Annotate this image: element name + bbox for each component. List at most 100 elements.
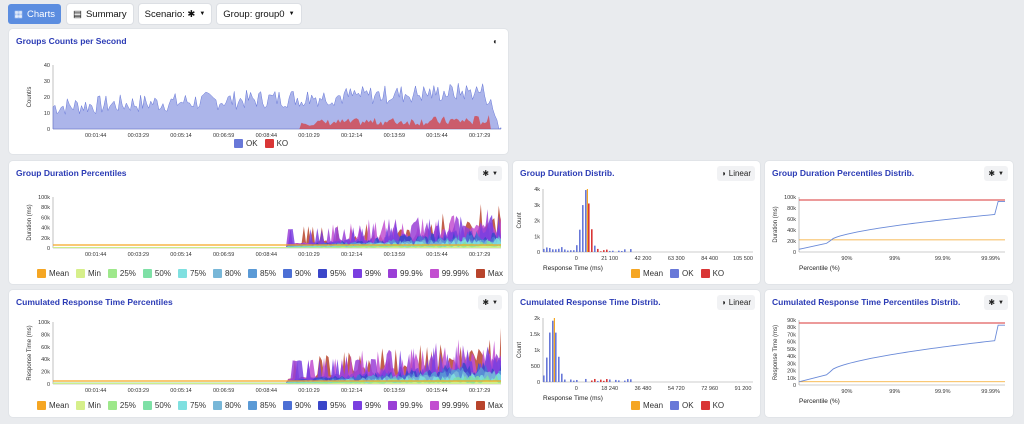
scale-toggle-button[interactable]: ◑ Linear: [716, 166, 755, 181]
y-tick-label: 60k: [787, 217, 796, 223]
legend-item[interactable]: Mean: [631, 401, 663, 410]
contrast-icon: ◐: [493, 37, 498, 46]
legend-item[interactable]: 50%: [142, 401, 171, 410]
y-tick-label: 3k: [534, 203, 540, 209]
y-tick-label: 1k: [534, 234, 540, 240]
legend-item[interactable]: 75%: [177, 269, 206, 278]
legend-item[interactable]: 99%: [353, 401, 381, 410]
percentile-filter-button[interactable]: ✱ ▼: [984, 166, 1008, 181]
histogram-bar: [585, 378, 587, 382]
histogram-bar: [567, 250, 569, 252]
legend-label: OK: [246, 139, 258, 148]
legend-item[interactable]: OK: [670, 269, 694, 278]
x-tick-label: 99.99%: [981, 389, 1000, 395]
summary-tab[interactable]: ▤ Summary: [66, 4, 133, 24]
group-select[interactable]: Group: group0 ▼: [217, 4, 301, 24]
histogram-bar: [582, 205, 584, 252]
legend-item[interactable]: Max: [475, 269, 503, 278]
legend-label: 50%: [154, 269, 171, 278]
x-tick-label: 00:06:59: [213, 252, 234, 258]
x-tick-label: 18 240: [601, 386, 618, 392]
histogram-bar: [552, 249, 554, 252]
y-axis-label: Duration (ms): [27, 204, 33, 240]
legend-item[interactable]: Mean: [37, 401, 69, 410]
legend-item[interactable]: 85%: [247, 269, 276, 278]
y-tick-label: 40: [44, 63, 50, 69]
histogram-bar: [555, 249, 557, 252]
histogram-bar: [630, 249, 632, 252]
legend-item[interactable]: 85%: [247, 401, 276, 410]
legend-item[interactable]: Mean: [631, 269, 663, 278]
y-tick-label: 500: [531, 364, 540, 370]
legend-label: 95%: [330, 401, 347, 410]
legend-swatch: [212, 269, 222, 278]
charts-tab[interactable]: ▦ Charts: [8, 4, 61, 24]
legend-item[interactable]: 80%: [212, 269, 241, 278]
scale-toggle-button[interactable]: ◑ Linear: [716, 295, 755, 310]
chart-icon: ▦: [14, 8, 23, 20]
legend-item[interactable]: OK: [670, 401, 694, 410]
legend-item[interactable]: Max: [475, 401, 503, 410]
legend-item[interactable]: OK: [234, 139, 258, 148]
legend-item[interactable]: 90%: [282, 269, 311, 278]
legend-item[interactable]: 99.99%: [429, 269, 469, 278]
y-tick-label: 100k: [38, 195, 50, 201]
legend-item[interactable]: 99.9%: [388, 401, 423, 410]
percentile-filter-button[interactable]: ✱ ▼: [478, 295, 502, 310]
legend-label: 95%: [330, 269, 347, 278]
histogram-bar: [576, 245, 578, 252]
x-tick-label: 99.9%: [935, 256, 951, 262]
legend-item[interactable]: Mean: [37, 269, 69, 278]
legend-item[interactable]: 75%: [177, 401, 206, 410]
x-tick-label: 00:06:59: [213, 388, 234, 394]
scenario-select[interactable]: Scenario: ✱ ▼: [138, 4, 212, 24]
legend-item[interactable]: 95%: [318, 401, 346, 410]
histogram-bar: [609, 250, 611, 252]
legend-item[interactable]: 90%: [282, 401, 311, 410]
x-tick-label: 99%: [889, 256, 900, 262]
legend-swatch: [670, 401, 680, 410]
legend-item[interactable]: 50%: [142, 269, 171, 278]
y-tick-label: 100k: [784, 195, 796, 201]
y-tick-label: 20k: [787, 369, 796, 375]
percentile-area: [53, 214, 501, 248]
histogram-bar: [570, 379, 572, 382]
y-tick-label: 0: [537, 250, 540, 256]
card-title: Group Duration Percentiles: [16, 168, 127, 178]
legend-item[interactable]: Min: [76, 269, 101, 278]
x-tick-label: 00:01:44: [85, 252, 106, 258]
crtd-chart: 0 500 1k 1.5k 2k Count 0 18 240 36 480 54 720 72 9…: [517, 316, 753, 402]
legend-item[interactable]: 99.9%: [388, 269, 423, 278]
legend-item[interactable]: 99.99%: [429, 401, 469, 410]
histogram-bar: [552, 320, 554, 382]
legend-item[interactable]: KO: [700, 269, 724, 278]
histogram-bar: [594, 245, 596, 252]
legend-item[interactable]: KO: [264, 139, 288, 148]
legend-swatch: [670, 269, 680, 278]
legend-item[interactable]: 25%: [107, 269, 136, 278]
histogram-bar: [558, 356, 560, 382]
chevron-down-icon: ▼: [998, 170, 1004, 177]
legend-swatch: [475, 269, 485, 278]
theme-toggle-button[interactable]: ◐: [489, 34, 502, 49]
legend-item[interactable]: 80%: [212, 401, 241, 410]
scale-toggle-label: Linear: [728, 298, 751, 307]
legend-label: Mean: [49, 401, 70, 410]
legend-item[interactable]: 25%: [107, 401, 136, 410]
legend-swatch: [142, 269, 152, 278]
x-tick-label: 00:10:29: [298, 388, 319, 394]
legend-item[interactable]: 95%: [318, 269, 346, 278]
legend-item[interactable]: KO: [700, 401, 724, 410]
legend-item[interactable]: Min: [76, 401, 101, 410]
x-tick-label: 00:12:14: [341, 388, 362, 394]
percentile-filter-button[interactable]: ✱ ▼: [478, 166, 502, 181]
x-tick-label: 00:06:59: [213, 133, 234, 139]
x-tick-label: 91 200: [735, 386, 752, 392]
legend-label: 99.99%: [441, 269, 469, 278]
toolbar: ▦ Charts ▤ Summary Scenario: ✱ ▼ Group: …: [8, 4, 301, 24]
legend-label: 99.99%: [441, 401, 469, 410]
legend-item[interactable]: 99%: [353, 269, 381, 278]
legend-swatch: [353, 269, 363, 278]
percentile-filter-button[interactable]: ✱ ▼: [984, 295, 1008, 310]
cumulated-response-time-percentiles-distrib-card: Cumulated Response Time Percentiles Dist…: [765, 290, 1013, 417]
